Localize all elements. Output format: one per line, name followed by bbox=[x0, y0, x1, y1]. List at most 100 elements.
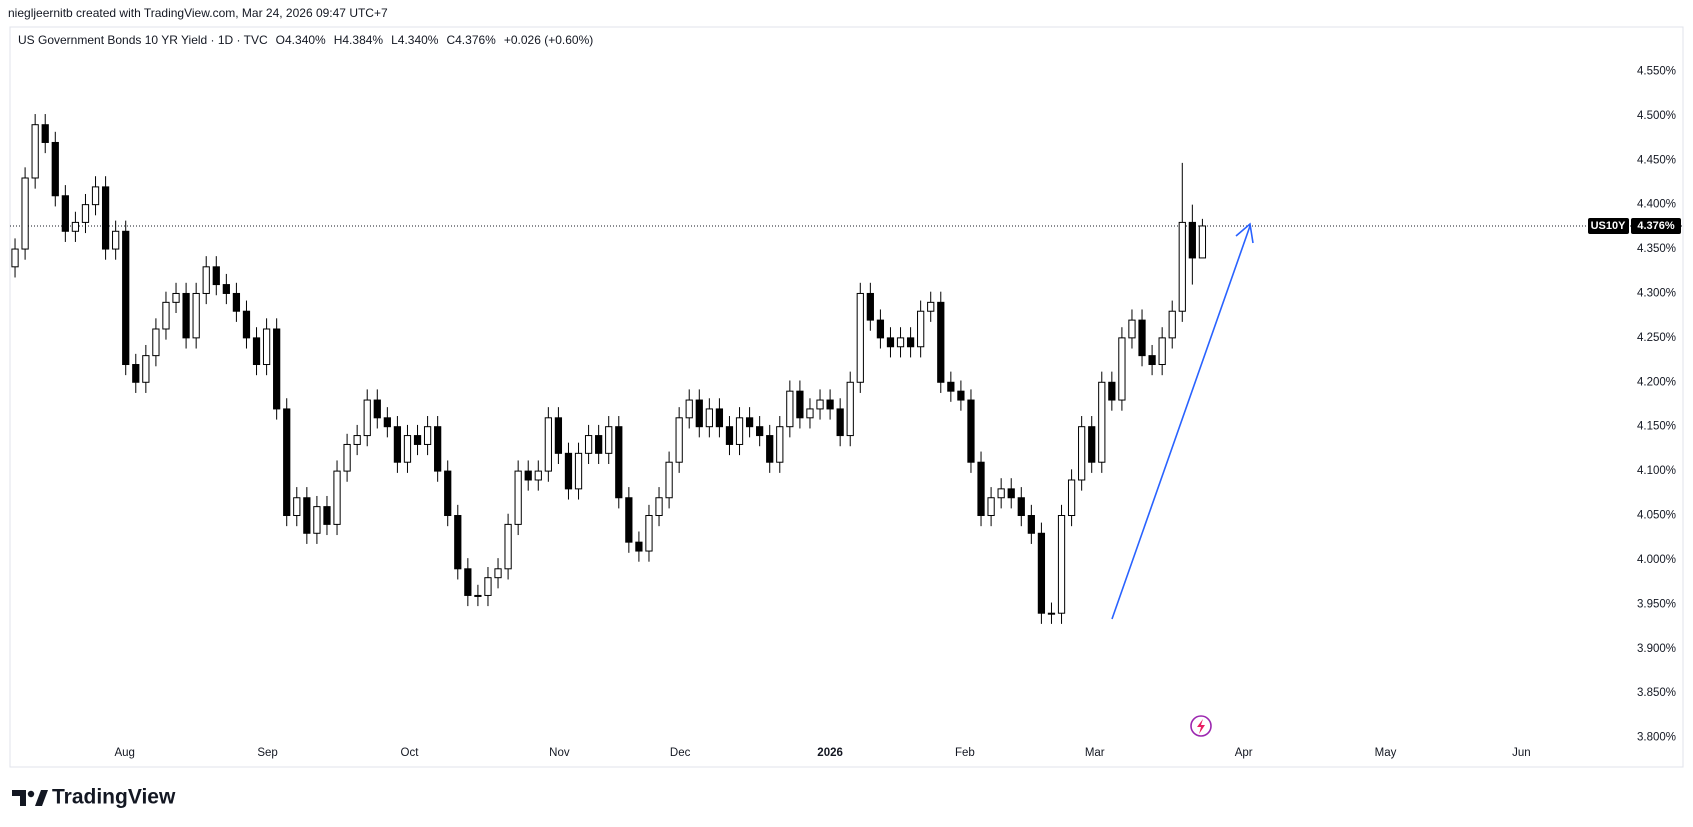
candle-body bbox=[313, 506, 321, 534]
candle-body bbox=[303, 497, 311, 534]
y-tick-label: 3.900% bbox=[1637, 643, 1676, 655]
price-badge bbox=[1631, 217, 1681, 234]
candle-body bbox=[333, 470, 341, 525]
candle-body bbox=[142, 355, 150, 383]
y-tick-label: 3.950% bbox=[1637, 598, 1676, 610]
candle-body bbox=[262, 328, 271, 366]
candle-body bbox=[554, 417, 563, 454]
y-tick-label: 4.550% bbox=[1637, 65, 1676, 77]
y-tick-label: 3.800% bbox=[1637, 732, 1676, 744]
candle-body bbox=[745, 417, 754, 428]
candle-body bbox=[152, 328, 160, 357]
chart-title: US Government Bonds 10 YR Yield · 1D · T… bbox=[18, 33, 268, 47]
candle-body bbox=[343, 443, 351, 472]
candle-body bbox=[1017, 497, 1025, 517]
candle-body bbox=[1057, 515, 1066, 614]
candle-body bbox=[1027, 515, 1035, 534]
candle-body bbox=[212, 266, 220, 286]
candle-body bbox=[655, 497, 663, 517]
candle-body bbox=[705, 408, 713, 428]
candle-body bbox=[434, 426, 442, 472]
candle-body bbox=[635, 541, 643, 552]
candle-body bbox=[423, 426, 432, 445]
candle-body bbox=[1158, 337, 1166, 366]
candle-body bbox=[353, 435, 361, 445]
candle-body bbox=[786, 390, 794, 428]
candle-body bbox=[21, 177, 29, 250]
candle-body bbox=[665, 461, 673, 499]
candle-body bbox=[514, 470, 522, 525]
candle-body bbox=[242, 310, 251, 339]
candle-body bbox=[564, 452, 573, 490]
candle-body bbox=[987, 497, 995, 517]
icon-bolt bbox=[1197, 719, 1205, 734]
candle-body bbox=[725, 426, 734, 445]
candle-body bbox=[876, 319, 885, 339]
candle-body bbox=[675, 417, 683, 463]
candle-body bbox=[71, 221, 80, 232]
candle-body bbox=[1178, 221, 1186, 312]
candle-body bbox=[997, 488, 1005, 499]
candle-body bbox=[615, 426, 623, 499]
candle-body bbox=[41, 124, 49, 143]
candle-body bbox=[1148, 355, 1156, 366]
candle-body bbox=[61, 195, 69, 232]
candle-body bbox=[494, 568, 502, 579]
candle-body bbox=[192, 292, 200, 339]
chart-frame bbox=[9, 26, 1684, 768]
symbol-label: US10Y bbox=[1591, 220, 1627, 232]
candle-body bbox=[172, 292, 180, 303]
candle-body bbox=[1108, 381, 1116, 401]
candle-body bbox=[232, 292, 241, 312]
candle-body bbox=[625, 497, 633, 543]
y-tick-label: 4.450% bbox=[1637, 154, 1676, 166]
ohlc-label: L4.340% bbox=[391, 33, 439, 47]
candle-body bbox=[826, 399, 834, 410]
candle-body bbox=[977, 461, 985, 517]
y-tick-label: 4.350% bbox=[1637, 243, 1676, 255]
candle-body bbox=[484, 577, 492, 596]
x-tick-label: May bbox=[1375, 747, 1397, 759]
candle-body bbox=[685, 399, 693, 419]
candle-body bbox=[132, 364, 140, 383]
candle-body bbox=[927, 301, 935, 312]
x-tick-label: Sep bbox=[257, 747, 277, 759]
candle-body bbox=[766, 435, 774, 463]
y-tick-label: 4.500% bbox=[1637, 110, 1676, 122]
candle-body bbox=[413, 435, 422, 445]
y-tick-label: 4.100% bbox=[1637, 465, 1676, 477]
candle-body bbox=[1188, 221, 1196, 259]
candle-body bbox=[756, 426, 764, 437]
ohlc-label: +0.026 (+0.60%) bbox=[504, 33, 593, 47]
y-tick-label: 4.400% bbox=[1637, 199, 1676, 211]
candle-body bbox=[373, 399, 381, 419]
candle-body bbox=[1128, 319, 1136, 339]
brand-logo: TradingView bbox=[12, 786, 176, 809]
candle-body bbox=[1047, 612, 1056, 615]
arrow-head bbox=[1235, 222, 1254, 244]
y-tick-label: 4.150% bbox=[1637, 421, 1676, 433]
brand: TradingView bbox=[52, 786, 176, 809]
candle-body bbox=[816, 399, 824, 410]
candle-body bbox=[403, 435, 412, 463]
x-tick-label: Jun bbox=[1512, 747, 1531, 759]
candle-body bbox=[806, 408, 814, 419]
candle-body bbox=[846, 381, 854, 437]
candle-body bbox=[957, 390, 965, 401]
candle-body bbox=[796, 390, 804, 419]
candle-body bbox=[735, 417, 744, 445]
candle-body bbox=[393, 426, 402, 463]
logo-dot bbox=[27, 790, 35, 798]
candle-body bbox=[544, 417, 552, 472]
candle-body bbox=[81, 204, 90, 223]
candle-body bbox=[293, 497, 301, 517]
y-tick-label: 4.300% bbox=[1637, 287, 1676, 299]
candle-body bbox=[112, 230, 120, 250]
candle-body bbox=[252, 337, 261, 366]
candle-body bbox=[917, 310, 925, 348]
symbol-badge bbox=[1588, 217, 1629, 234]
candle-body bbox=[91, 186, 100, 206]
icon-circle bbox=[1190, 715, 1212, 737]
